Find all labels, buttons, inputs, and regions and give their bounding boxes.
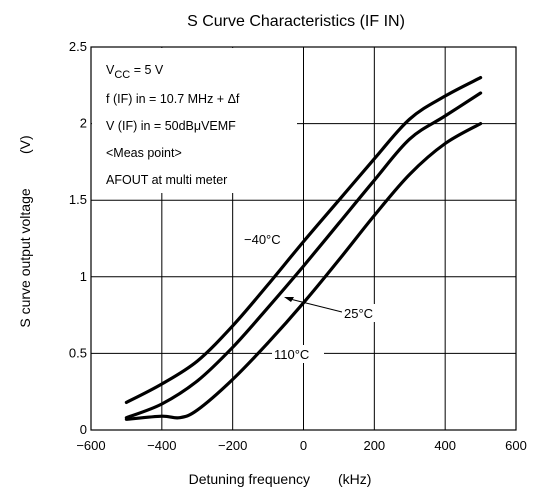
series-label-25c: 25°C bbox=[344, 306, 373, 321]
measurement-point-label: <Meas point> bbox=[106, 146, 182, 160]
x-tick-label: −400 bbox=[147, 438, 176, 453]
x-tick-labels: −600 −400 −200 0 200 400 600 bbox=[76, 438, 527, 453]
label-bg-110c bbox=[272, 345, 324, 363]
series-line-minus40c bbox=[124, 76, 483, 404]
y-tick-labels: 0 0.5 1 1.5 2 2.5 bbox=[69, 39, 87, 437]
conditions-box: VCC = 5 V f (IF) in = 10.7 MHz + Δf V (I… bbox=[92, 48, 297, 193]
series-lines bbox=[124, 76, 483, 421]
series-label-110c: 110°C bbox=[274, 347, 309, 362]
series-line-25c bbox=[124, 91, 483, 420]
input-level-condition: V (IF) in = 50dBμVEMF bbox=[106, 119, 236, 133]
x-tick-label: −200 bbox=[218, 438, 247, 453]
x-axis-label: Detuning frequency bbox=[189, 471, 310, 487]
x-tick-label: 600 bbox=[505, 438, 527, 453]
x-axis-title: Detuning frequency (kHz) bbox=[189, 471, 372, 487]
y-tick-label: 0 bbox=[80, 422, 87, 437]
x-tick-label: −600 bbox=[76, 438, 105, 453]
y-axis-label: S curve output voltage bbox=[17, 188, 33, 328]
plot-frame bbox=[90, 46, 517, 431]
y-tick-label: 2.5 bbox=[69, 39, 87, 54]
y-axis-unit: (V) bbox=[17, 135, 33, 154]
series-label-minus40c: −40°C bbox=[244, 232, 281, 247]
label-bg-25c bbox=[342, 304, 387, 322]
vcc-condition: VCC = 5 V bbox=[106, 63, 164, 81]
chart-title: S Curve Characteristics (IF IN) bbox=[187, 13, 405, 30]
label-bg-minus40 bbox=[242, 230, 292, 248]
afout-condition: AFOUT at multi meter bbox=[106, 173, 227, 187]
y-tick-label: 2 bbox=[80, 116, 87, 131]
conditions-background bbox=[92, 48, 297, 193]
x-tick-label: 200 bbox=[363, 438, 385, 453]
y-tick-label: 0.5 bbox=[69, 345, 87, 360]
series-annotations: −40°C 25°C 110°C bbox=[242, 230, 387, 363]
leader-arrow-25c bbox=[284, 297, 294, 302]
y-tick-label: 1 bbox=[80, 269, 87, 284]
leader-line-25c bbox=[289, 298, 343, 313]
y-axis-title: S curve output voltage (V) bbox=[17, 135, 33, 327]
x-tick-label: 400 bbox=[434, 438, 456, 453]
x-tick-label: 0 bbox=[300, 438, 307, 453]
x-axis-unit: (kHz) bbox=[338, 471, 371, 487]
frequency-condition: f (IF) in = 10.7 MHz + Δf bbox=[106, 92, 240, 106]
y-tick-label: 1.5 bbox=[69, 192, 87, 207]
series-line-110c bbox=[124, 122, 483, 421]
